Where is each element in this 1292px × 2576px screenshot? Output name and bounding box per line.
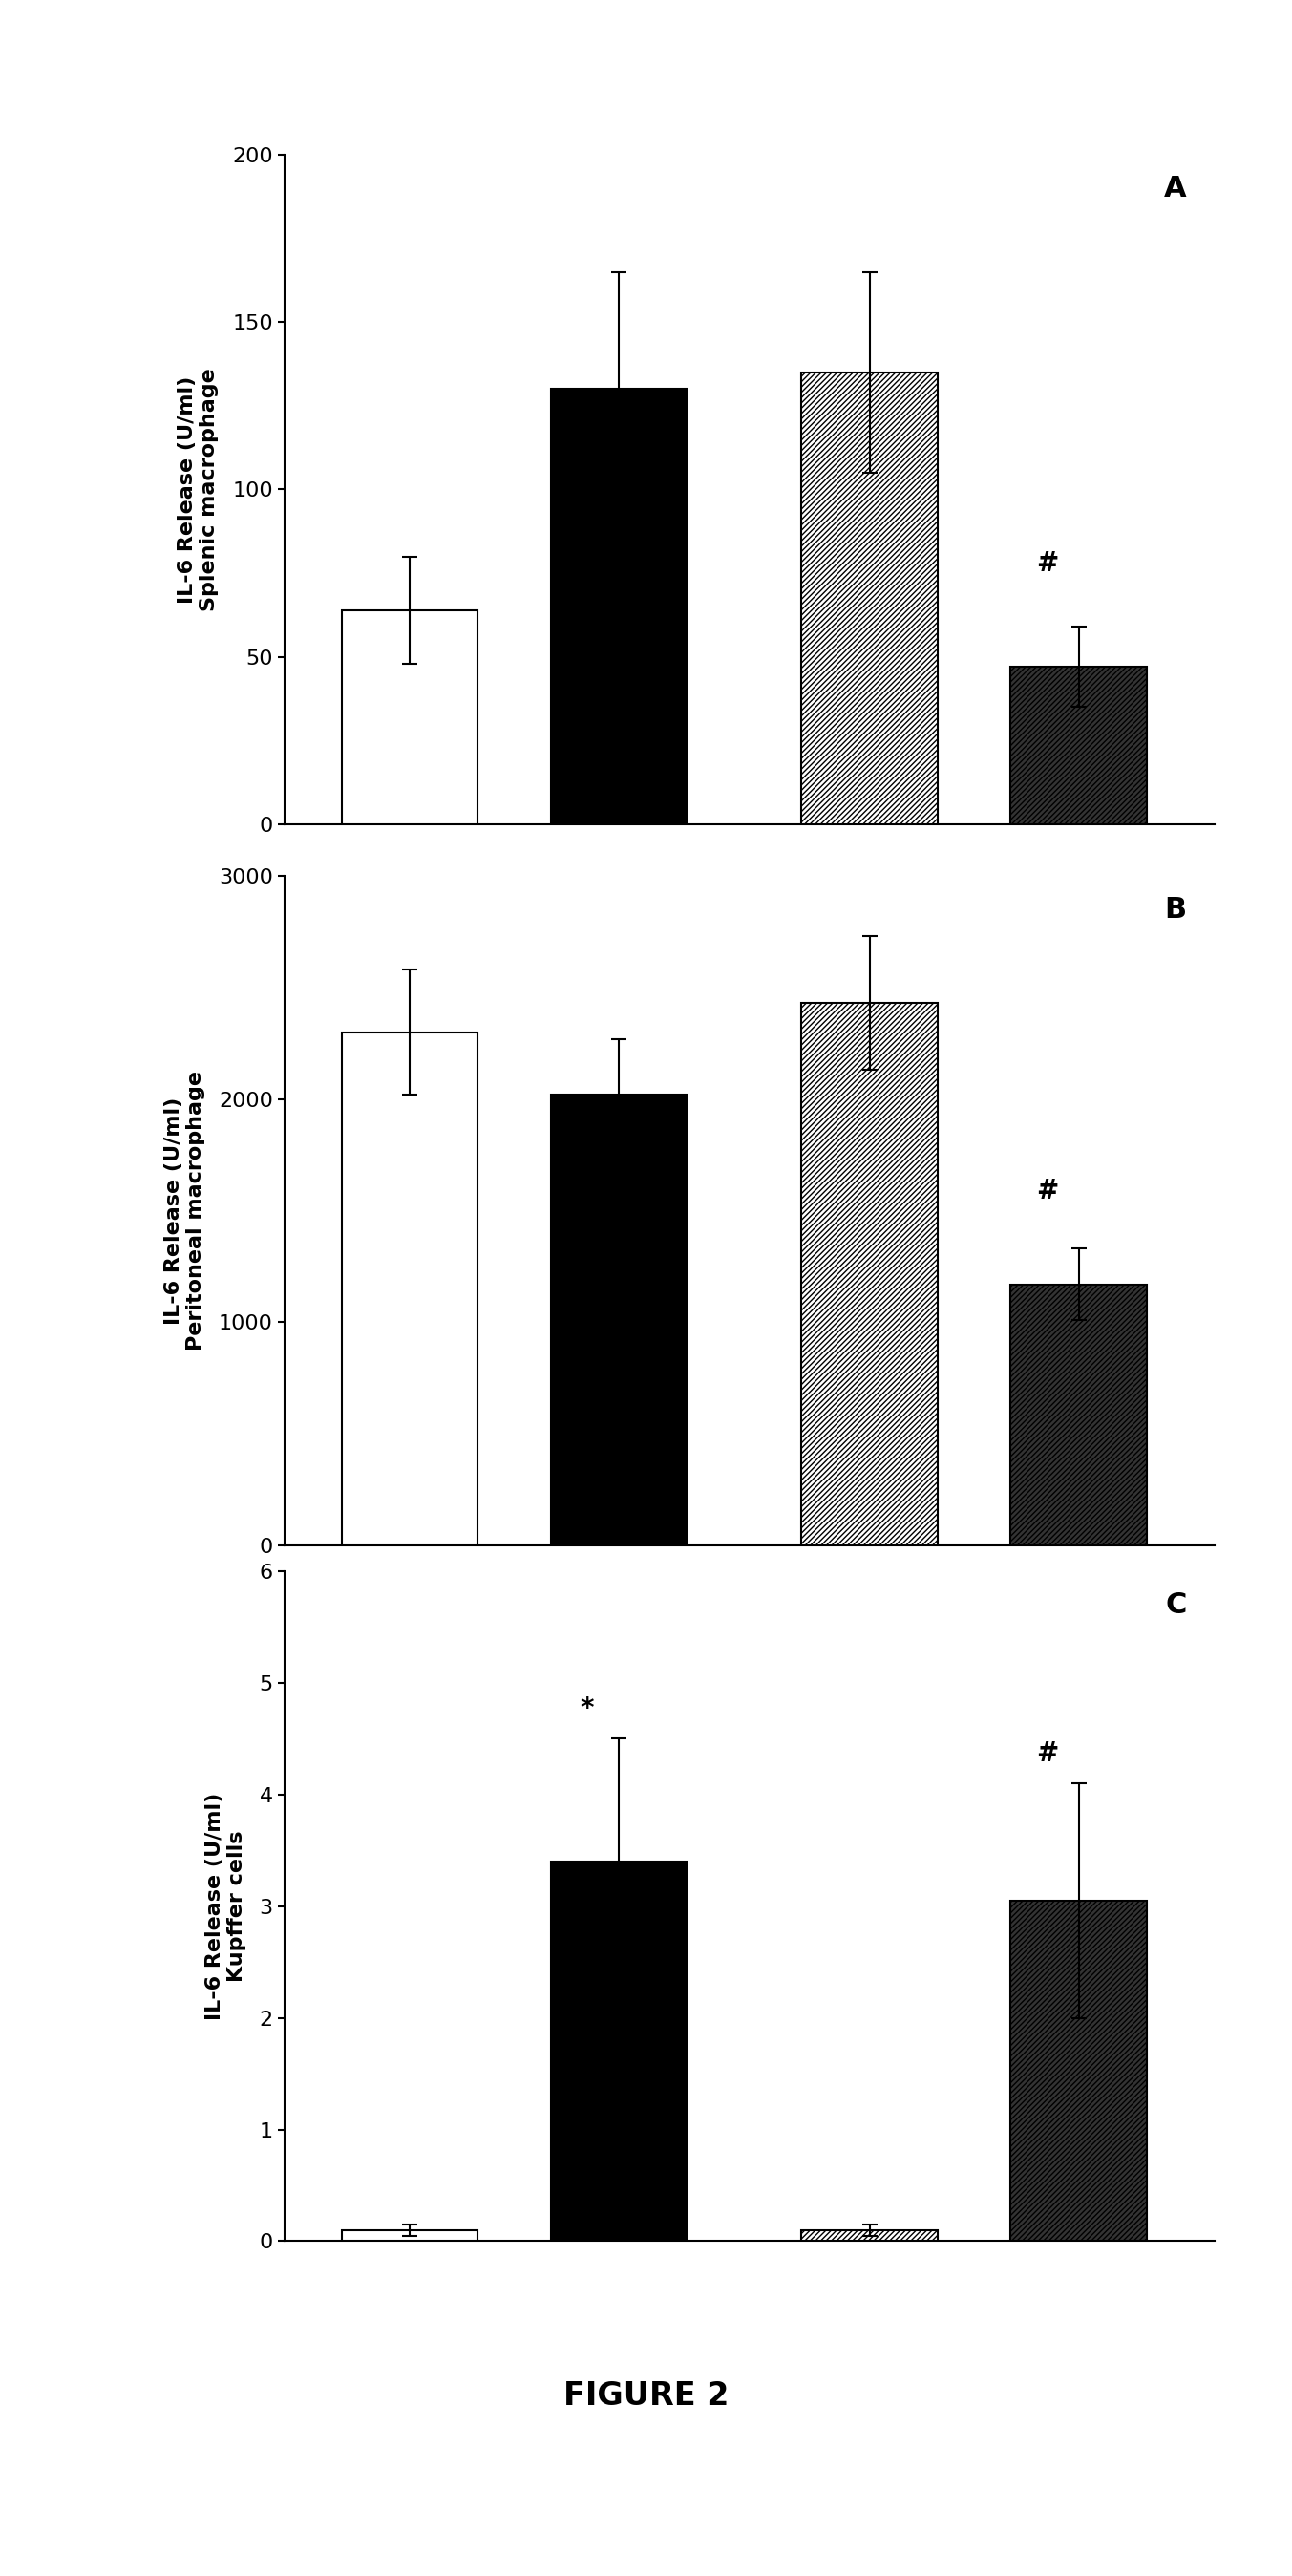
Text: #: # (1036, 549, 1058, 577)
Text: #: # (1036, 1739, 1058, 1767)
Y-axis label: IL-6 Release (U/ml)
Splenic macrophage: IL-6 Release (U/ml) Splenic macrophage (178, 368, 220, 611)
Bar (801, 2231, 938, 2241)
Y-axis label: IL-6 Release (U/ml)
Kupffer cells: IL-6 Release (U/ml) Kupffer cells (205, 1793, 245, 2020)
Text: #: # (1036, 1177, 1058, 1203)
Bar (550, 1862, 686, 2241)
Text: A: A (1164, 175, 1186, 204)
Bar (341, 1033, 478, 1546)
Bar (1010, 1285, 1146, 1546)
Bar (550, 1095, 686, 1546)
Bar (341, 611, 478, 824)
Bar (550, 389, 686, 824)
Text: C: C (1165, 1592, 1186, 1620)
Bar (1010, 667, 1146, 824)
Bar (801, 371, 938, 824)
Text: B: B (1164, 896, 1186, 925)
Bar (341, 2231, 478, 2241)
Text: *: * (580, 1695, 594, 1723)
Text: FIGURE 2: FIGURE 2 (563, 2380, 729, 2411)
Y-axis label: IL-6 Release (U/ml)
Peritoneal macrophage: IL-6 Release (U/ml) Peritoneal macrophag… (164, 1072, 205, 1350)
Bar (1010, 1901, 1146, 2241)
Bar (801, 1002, 938, 1546)
